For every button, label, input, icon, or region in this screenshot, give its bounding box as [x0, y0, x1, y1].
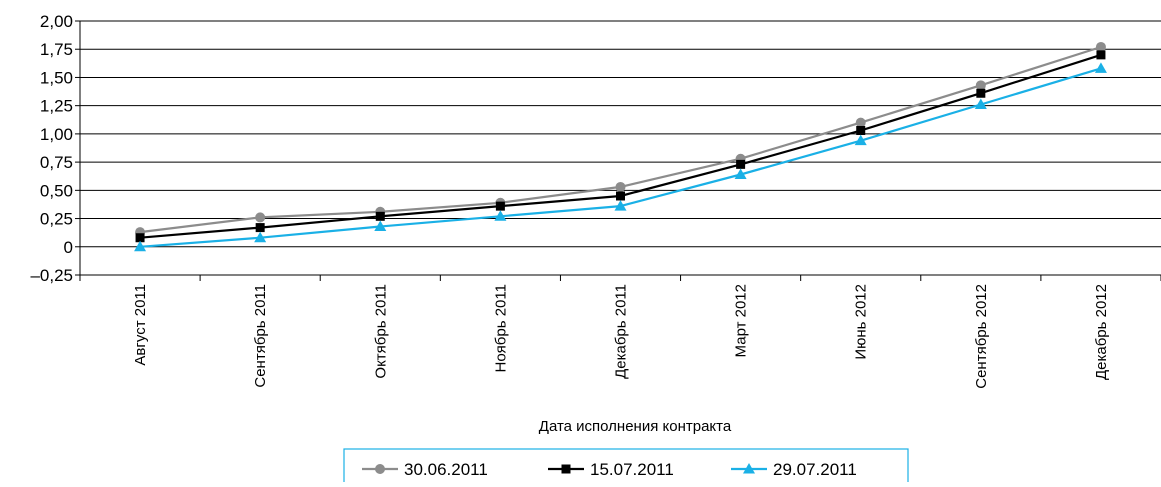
- x-tick-label: Сентябрь 2012: [973, 284, 990, 389]
- data-point: [976, 88, 986, 98]
- legend-box: [343, 448, 909, 487]
- y-tick-labels: –0,25 0 0,25 0,50 0,75 1,00 1,25 1,50 1,75 2,00: [30, 12, 73, 285]
- gridlines: [80, 20, 1161, 276]
- data-point: [614, 200, 627, 211]
- data-point: [734, 168, 747, 180]
- y-tick-label: 0: [64, 238, 73, 257]
- x-tick-label: Декабрь 2012: [1093, 284, 1110, 380]
- data-point: [616, 191, 625, 201]
- legend-item: 30.06.2011: [362, 460, 488, 479]
- legend: 30.06.2011 15.07.2011 29.07.2011: [343, 448, 909, 487]
- data-point: [1095, 41, 1106, 52]
- data-point: [615, 181, 626, 192]
- x-tick-label: Ноябрь 2011: [492, 284, 509, 372]
- data-point: [1094, 62, 1107, 73]
- legend-item: 29.07.2011: [731, 460, 857, 479]
- data-point: [255, 223, 265, 233]
- data-point: [374, 220, 387, 231]
- data-point: [375, 211, 385, 221]
- data-point: [736, 159, 746, 169]
- x-tick-label: Август 2011: [132, 284, 149, 366]
- series-markers: [134, 41, 1107, 252]
- y-tick-label: 1,75: [40, 40, 73, 59]
- data-point: [856, 126, 866, 136]
- y-tick-label: 2,00: [40, 12, 73, 31]
- legend-label: 30.06.2011: [404, 460, 488, 479]
- data-point: [494, 210, 507, 221]
- data-point: [1096, 50, 1106, 60]
- x-tick-label: Октябрь 2011: [372, 284, 389, 379]
- x-tick-label: Декабрь 2011: [613, 284, 630, 379]
- y-tick-label: 1,25: [40, 97, 73, 116]
- x-tick-labels: Август 2011 Сентябрь 2011 Октябрь 2011 Нояб…: [132, 284, 1110, 389]
- data-point: [974, 98, 987, 110]
- legend-item: 15.07.2011: [548, 460, 674, 479]
- x-tick-label: Март 2012: [733, 284, 750, 357]
- data-point: [495, 201, 505, 211]
- axes: [75, 20, 1161, 281]
- y-tick-label: –0,25: [30, 266, 73, 285]
- y-tick-label: 1,50: [40, 68, 73, 87]
- legend-label: 29.07.2011: [773, 460, 857, 479]
- x-tick-label: Сентябрь 2011: [252, 284, 269, 388]
- data-point: [975, 80, 986, 91]
- y-tick-label: 0,75: [40, 153, 73, 172]
- y-tick-label: 0,50: [40, 181, 73, 200]
- legend-marker: [743, 463, 755, 474]
- series-line-3: [140, 67, 1102, 248]
- y-tick-label: 0,25: [40, 210, 73, 229]
- x-tick-label: Июнь 2012: [853, 284, 870, 360]
- x-axis-title: Дата исполнения контракта: [539, 418, 732, 435]
- legend-label: 15.07.2011: [590, 460, 674, 479]
- data-point: [135, 233, 145, 243]
- data-point: [134, 240, 147, 252]
- y-tick-label: 1,00: [40, 125, 73, 144]
- data-point: [254, 231, 267, 243]
- data-point: [855, 117, 866, 128]
- legend-marker: [375, 464, 385, 474]
- data-point: [854, 134, 867, 146]
- data-point: [255, 212, 266, 223]
- legend-marker: [561, 464, 571, 474]
